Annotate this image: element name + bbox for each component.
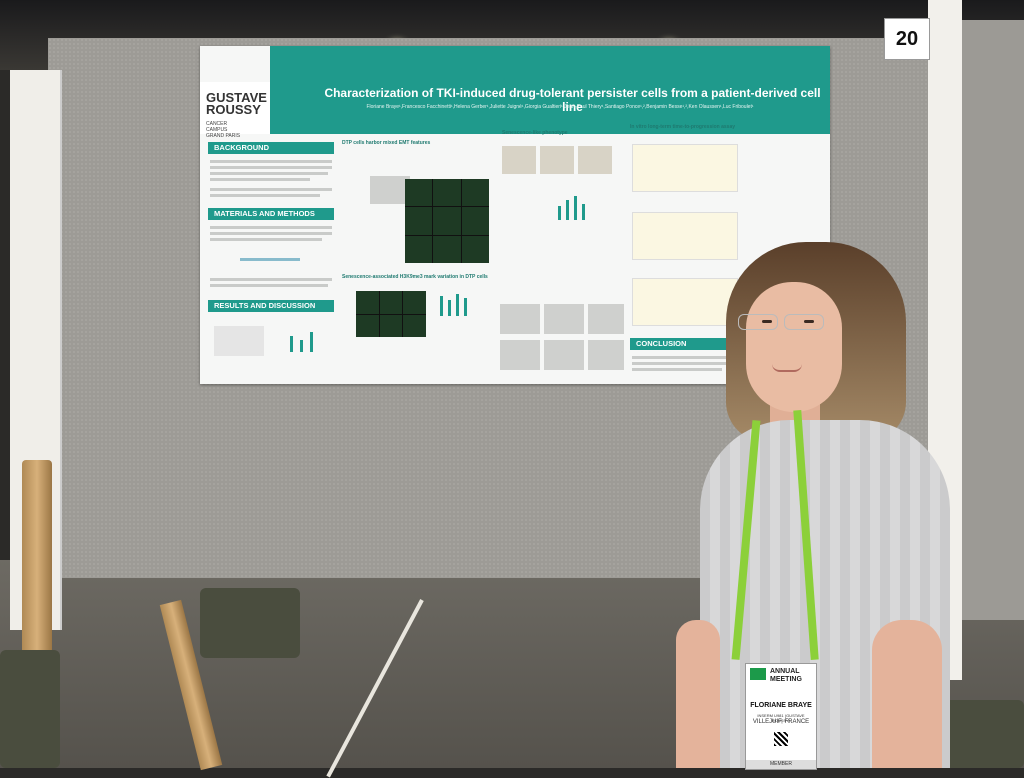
growth-curve-chart bbox=[632, 144, 738, 192]
figure-panel bbox=[588, 340, 624, 370]
logo-text: GUSTAVE ROUSSY bbox=[206, 90, 267, 117]
growth-curve-chart bbox=[632, 212, 738, 260]
heading-senescence: Senescence-like phenotype bbox=[502, 130, 568, 136]
name-badge: ANNUAL MEETING FLORIANE BRAYE INSERM U98… bbox=[745, 663, 817, 770]
person-arm bbox=[676, 620, 720, 768]
eye bbox=[762, 320, 772, 323]
chair bbox=[0, 650, 60, 768]
text-block bbox=[210, 238, 322, 241]
badge-member-type: MEMBER bbox=[746, 760, 816, 769]
microscopy-grid bbox=[405, 179, 489, 263]
person-arm bbox=[872, 620, 942, 768]
figure-panel bbox=[544, 340, 584, 370]
figure-panel bbox=[214, 326, 264, 356]
poster-header bbox=[270, 46, 830, 134]
aacr-logo bbox=[750, 668, 766, 680]
text-block bbox=[632, 356, 732, 359]
poster-title: Characterization of TKI-induced drug-tol… bbox=[324, 86, 821, 114]
text-block bbox=[210, 232, 332, 235]
text-block bbox=[210, 194, 320, 197]
logo-line2: ROUSSY bbox=[206, 102, 261, 117]
person-face bbox=[746, 282, 842, 412]
badge-name: FLORIANE BRAYE bbox=[750, 702, 812, 709]
text-block bbox=[210, 160, 332, 163]
bar-figure bbox=[310, 332, 313, 352]
microscopy-panel bbox=[502, 146, 536, 174]
growth-curve-chart bbox=[632, 278, 738, 326]
scientific-poster: GUSTAVE ROUSSY CANCER CAMPUS GRAND PARIS… bbox=[200, 46, 830, 384]
western-blot bbox=[370, 176, 410, 204]
bar-figure bbox=[300, 340, 303, 352]
poster-number-tag: 20 bbox=[884, 18, 930, 60]
microscopy-panel bbox=[540, 146, 574, 174]
badge-organization: INSERM U981 (GUSTAVE ROUSSY) bbox=[757, 713, 805, 723]
section-background: BACKGROUND bbox=[208, 142, 334, 154]
text-block bbox=[210, 172, 328, 175]
poster-authors: Floriane Braye¹,Francesco Facchinetti¹,H… bbox=[366, 104, 754, 110]
section-conclusion: CONCLUSION bbox=[630, 338, 732, 350]
bar-figure bbox=[448, 300, 451, 316]
bar-figure bbox=[290, 336, 293, 352]
badge-location: VILLEJUIF, FRANCE bbox=[752, 719, 810, 725]
chair bbox=[200, 588, 300, 658]
logo-subtitle: CANCER CAMPUS GRAND PARIS bbox=[206, 121, 241, 139]
figure-panel bbox=[544, 304, 584, 334]
text-block bbox=[210, 278, 332, 281]
figure-panel bbox=[500, 340, 540, 370]
bar-figure bbox=[582, 204, 585, 220]
eye bbox=[804, 320, 814, 323]
text-block bbox=[210, 226, 332, 229]
bar-figure bbox=[464, 298, 467, 316]
badge-event-line2: MEETING bbox=[770, 676, 802, 683]
badge-event-line1: ANNUAL bbox=[770, 668, 800, 675]
figure-panel bbox=[588, 304, 624, 334]
bar-figure bbox=[566, 200, 569, 220]
section-results: RESULTS AND DISCUSSION bbox=[208, 300, 334, 312]
bar-figure bbox=[456, 294, 459, 316]
section-materials: MATERIALS AND METHODS bbox=[208, 208, 334, 220]
text-block bbox=[210, 166, 332, 169]
bar-figure bbox=[574, 196, 577, 220]
smile bbox=[772, 364, 802, 372]
heading-dtp-emt: DTP cells harbor mixed EMT features bbox=[342, 140, 431, 146]
microscopy-panel bbox=[578, 146, 612, 174]
text-block bbox=[632, 368, 722, 371]
text-block bbox=[210, 188, 332, 191]
text-block bbox=[210, 284, 328, 287]
text-block bbox=[632, 362, 732, 365]
bar-figure bbox=[440, 296, 443, 316]
gustave-roussy-logo bbox=[200, 82, 270, 134]
heading-h3k9me3: Senescence-associated H3K9me3 mark varia… bbox=[342, 274, 488, 280]
eyeglasses bbox=[738, 314, 834, 330]
qr-code bbox=[774, 732, 788, 746]
badge-event: ANNUAL MEETING bbox=[770, 668, 802, 684]
logo-line1: GUSTAVE bbox=[206, 90, 267, 105]
figure-panel bbox=[500, 304, 540, 334]
bar-figure bbox=[558, 206, 561, 220]
text-block bbox=[210, 178, 310, 181]
adjacent-board bbox=[955, 20, 1024, 620]
text-block bbox=[240, 258, 300, 261]
poster-tube bbox=[22, 460, 52, 660]
heading-ttp: In vitro long-term time-to-progression a… bbox=[630, 124, 736, 130]
microscopy-grid-2 bbox=[356, 291, 426, 337]
